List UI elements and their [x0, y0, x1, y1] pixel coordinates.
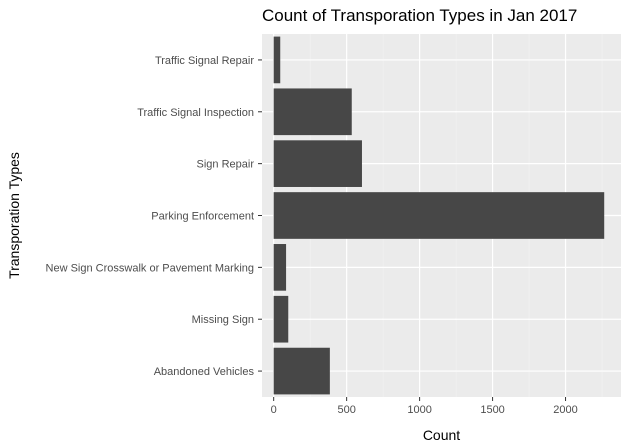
x-tick-label: 0	[271, 404, 277, 416]
bar	[273, 347, 330, 395]
y-tick-label: Traffic Signal Inspection	[137, 107, 254, 119]
x-axis: 0 500 1000 1500 2000	[271, 397, 578, 416]
x-tick-label: 1000	[407, 404, 431, 416]
y-axis-title: Transporation Types	[6, 152, 22, 279]
bar	[273, 140, 362, 187]
chart-title: Count of Transporation Types in Jan 2017	[262, 6, 577, 25]
bar	[273, 295, 289, 343]
y-axis: Abandoned Vehicles Missing Sign New Sign C…	[46, 55, 262, 378]
x-tick-label: 500	[337, 404, 355, 416]
bars	[273, 36, 605, 395]
x-tick-label: 1500	[480, 404, 504, 416]
y-tick-label: Traffic Signal Repair	[155, 55, 254, 67]
y-tick-label: Parking Enforcement	[151, 211, 254, 223]
bar	[273, 36, 281, 84]
x-axis-title: Count	[423, 427, 460, 443]
y-tick-label: New Sign Crosswalk or Pavement Marking	[46, 262, 254, 274]
bar	[273, 88, 352, 136]
bar	[273, 192, 605, 239]
y-tick-label: Abandoned Vehicles	[154, 366, 255, 378]
x-tick-label: 2000	[553, 404, 577, 416]
bar	[273, 244, 287, 291]
y-tick-label: Missing Sign	[192, 314, 254, 326]
y-tick-label: Sign Repair	[197, 159, 255, 171]
